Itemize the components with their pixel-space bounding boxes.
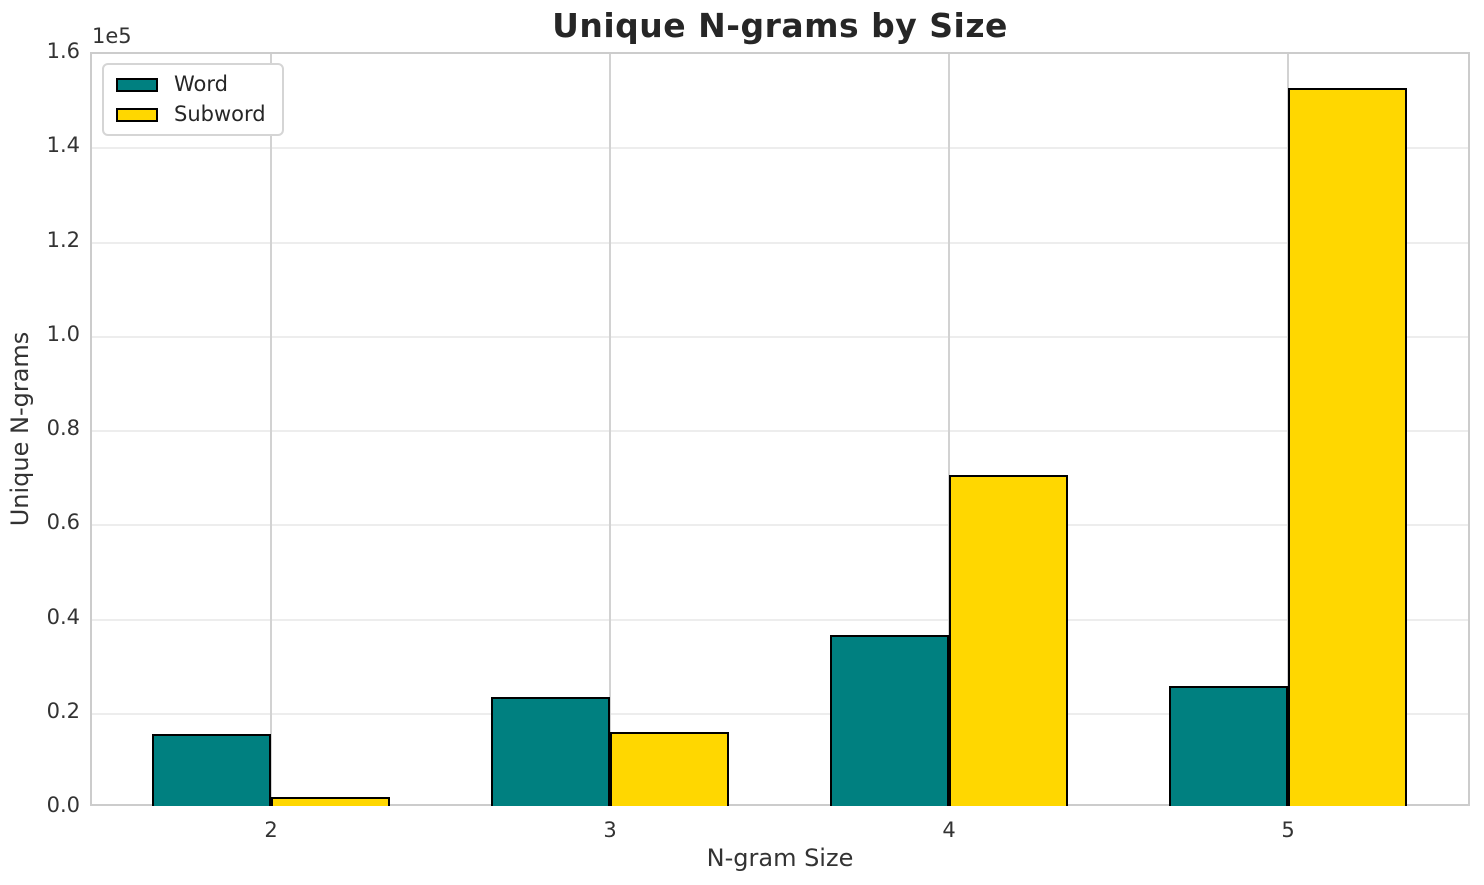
y-axis-label: Unique N-grams [6,331,34,527]
bar-word-3 [491,697,610,806]
y-tick-label: 1.0 [46,321,80,346]
y-tick-label: 0.6 [46,510,80,535]
bar-subword-5 [1288,88,1407,806]
bar-word-5 [1169,686,1288,806]
legend-item-word: Word [116,72,266,96]
gridline-vertical [609,54,611,804]
legend-swatch-subword [116,107,158,122]
y-tick-label: 1.4 [46,133,80,158]
legend-box: Word Subword [102,63,284,137]
y-tick-label: 1.2 [46,227,80,252]
gridline-horizontal [92,430,1468,432]
legend-label: Word [174,72,228,96]
x-tick-label: 2 [264,818,278,842]
gridline-vertical [270,54,272,804]
bar-word-2 [152,734,271,806]
gridline-horizontal [92,524,1468,527]
bar-subword-2 [271,797,390,806]
gridline-horizontal [92,241,1468,244]
y-tick-label: 0.2 [46,698,80,723]
y-tick-label: 0.8 [46,416,80,440]
bar-word-4 [830,635,949,806]
gridline-horizontal [92,147,1468,150]
bar-subword-4 [949,475,1068,806]
x-tick-label: 3 [603,818,617,842]
gridline-horizontal [92,618,1468,621]
gridline-horizontal [92,712,1468,715]
chart-title: Unique N-grams by Size [552,6,1008,45]
y-tick-label: 0.4 [46,604,80,629]
y-tick-label: 0.0 [46,793,80,817]
gridline-vertical [948,54,950,804]
x-tick-label: 4 [942,818,956,842]
legend-item-subword: Subword [116,102,266,127]
gridline-horizontal [92,335,1468,338]
y-tick-label: 1.6 [46,39,80,63]
plot-area [90,52,1470,806]
x-tick-label: 5 [1281,818,1295,842]
legend-label: Subword [174,102,266,127]
bar-subword-3 [610,732,729,806]
legend-swatch-word [116,77,158,92]
y-axis-offset-text: 1e5 [92,24,132,48]
x-axis-label: N-gram Size [706,844,854,872]
